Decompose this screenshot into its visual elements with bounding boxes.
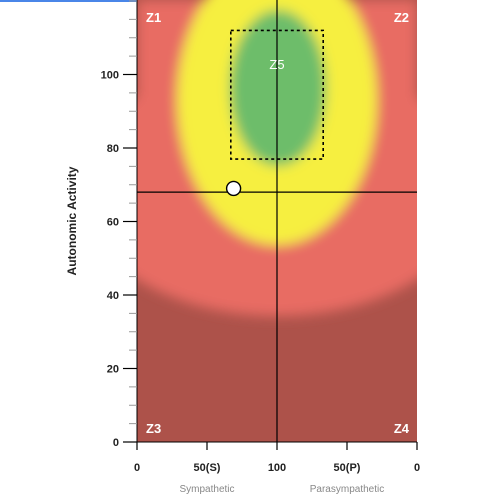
x-tick-label-3: 50(P) [334,462,361,474]
x-ticks [136,442,418,450]
x-group-parasympathetic: Parasympathetic [310,484,384,495]
y-tick-labels: 0 20 40 60 80 100 [101,70,119,450]
y-tick-label-5: 100 [101,70,119,82]
y-tick-label-0: 0 [113,437,119,449]
x-tick-label-4: 0 [414,462,420,474]
x-tick-label-1: 50(S) [194,462,221,474]
target-box [230,29,325,160]
current-point[interactable] [225,180,242,197]
x-tick-label-0: 0 [134,462,140,474]
zone-label-z4: Z4 [394,421,410,436]
x-tick-label-2: 100 [268,462,286,474]
y-axis-title: Autonomic Activity [65,166,79,275]
x-tick-labels: 0 50(S) 100 50(P) 0 [134,462,420,474]
y-tick-label-2: 40 [107,290,119,302]
zone-green-ellipse [230,10,326,166]
y-major-ticks [123,73,137,443]
y-tick-label-1: 20 [107,364,119,376]
y-tick-label-4: 80 [107,143,119,155]
zone-label-z5: Z5 [269,57,284,72]
zone-label-z1: Z1 [146,10,161,25]
x-group-sympathetic: Sympathetic [179,484,234,495]
zone-label-z3: Z3 [146,421,161,436]
zone-label-z2: Z2 [394,10,409,25]
y-tick-label-3: 60 [107,217,119,229]
